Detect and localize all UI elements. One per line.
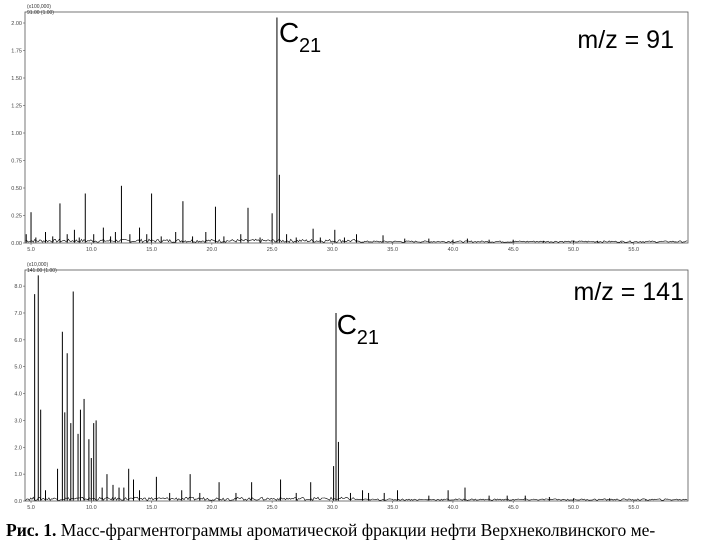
x-tick-label: 35.0 [387,505,398,511]
chart-title: m/z = 141 [574,278,684,306]
x-tick-label: 50.0 [568,247,579,253]
y-tick-label: 0.0 [14,499,22,505]
peak-label-main: C [337,309,357,340]
y-tick-label: 7.0 [14,311,22,317]
x-tick-label: 25.0 [267,247,278,253]
x-tick-label: 10.0 [86,505,97,511]
figure-caption-label: Рис. 1. [6,520,57,540]
y-tick-label: 1.50 [11,76,22,82]
y-tick-label: 0.00 [11,241,22,247]
x-tick-label: 55.0 [628,247,639,253]
peak-annotation-c21: C 21 [337,309,379,349]
x-tick-label: 30.0 [327,247,338,253]
x-tick-label: 5.0 [27,505,35,511]
x-tick-label: 5.0 [27,247,35,253]
x-tick-label: 15.0 [146,505,157,511]
y-tick-label: 0.75 [11,159,22,165]
x-tick-label: 40.0 [448,505,459,511]
x-tick-label: 45.0 [508,505,519,511]
x-tick-label: 40.0 [448,247,459,253]
chart-title: m/z = 91 [577,26,674,54]
x-tick-label: 45.0 [508,247,519,253]
x-tick-label: 20.0 [206,505,217,511]
y-tick-label: 2.0 [14,445,22,451]
baseline-trace [25,496,688,501]
x-tick-label: 25.0 [267,505,278,511]
ion-channel-label: 141.00 (1.00) [27,268,57,274]
peak-label-subscript: 21 [299,35,321,57]
y-tick-label: 0.25 [11,214,22,220]
y-tick-label: 4.0 [14,392,22,398]
y-tick-label: 1.75 [11,49,22,55]
peak-series [25,17,623,243]
plot-frame [24,269,689,502]
y-tick-label: 5.0 [14,365,22,371]
x-tick-label: 15.0 [146,247,157,253]
x-tick-label: 35.0 [387,247,398,253]
peak-label-subscript: 21 [357,327,379,349]
y-tick-label: 1.00 [11,131,22,137]
y-tick-label: 1.25 [11,104,22,110]
y-tick-label: 6.0 [14,338,22,344]
x-tick-label: 50.0 [568,505,579,511]
x-axis: 5.0 10.0 15.0 20.0 25.0 30.0 35.0 40.0 45.0 50.0 5… [27,501,639,511]
mass-fragmentogram-figure: (x100,000) 91.00 (1.00) 0.00 0.25 0.50 0.75… [11,4,689,511]
chromatogram-mz91: (x100,000) 91.00 (1.00) 0.00 0.25 0.50 0.75… [11,4,689,253]
y-tick-label: 8.0 [14,284,22,290]
intensity-scale-label: (x100,000) [27,4,51,10]
peak-series [34,275,647,501]
peak-label-main: C [279,17,299,48]
y-axis: 0.00 0.25 0.50 0.75 1.00 1.25 1.50 1.75 2.00 [11,21,25,247]
plot-frame [24,11,689,244]
y-tick-label: 2.00 [11,21,22,27]
x-tick-label: 10.0 [86,247,97,253]
figure-caption-text: Масс-фрагментограммы ароматической фракц… [56,520,656,540]
y-axis: 0.0 1.0 2.0 3.0 4.0 5.0 6.0 7.0 8.0 [14,284,25,505]
x-tick-label: 55.0 [628,505,639,511]
y-tick-label: 1.0 [14,472,22,478]
peak-annotation-c21: C 21 [279,17,321,57]
x-tick-label: 30.0 [327,505,338,511]
figure-caption: Рис. 1. Масс-фрагментограммы ароматическ… [6,518,703,542]
chromatogram-mz141: (x10,000) 141.00 (1.00) 0.0 1.0 2.0 3.0 4.0 5… [14,262,689,511]
intensity-scale-label: (x10,000) [27,262,48,268]
x-axis: 5.0 10.0 15.0 20.0 25.0 30.0 35.0 40.0 45.0 50.0 5… [27,243,639,253]
x-tick-label: 20.0 [206,247,217,253]
ion-channel-label: 91.00 (1.00) [27,10,54,16]
y-tick-label: 3.0 [14,418,22,424]
y-tick-label: 0.50 [11,186,22,192]
